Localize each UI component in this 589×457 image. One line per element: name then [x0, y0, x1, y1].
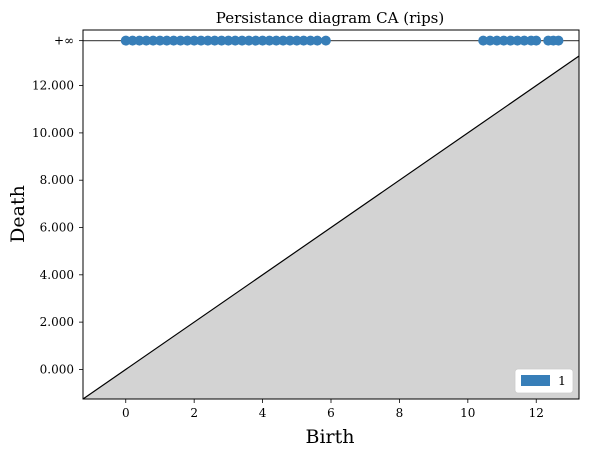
- data-point: [120, 35, 131, 46]
- data-point: [141, 35, 152, 46]
- data-point: [478, 35, 489, 46]
- y-tick-label: 2.000: [40, 315, 74, 329]
- data-point: [305, 35, 316, 46]
- x-tick-label: 4: [259, 406, 267, 420]
- diagonal-line: [82, 55, 580, 400]
- data-point: [230, 35, 241, 46]
- y-axis-ticks: 0.000 2.000 4.000 6.000 8.000 10.000 12.000: [32, 40, 83, 376]
- chart-title: Persistance diagram CA (rips): [216, 9, 444, 27]
- data-point: [154, 35, 165, 46]
- x-axis-label: Birth: [306, 426, 355, 448]
- data-point: [505, 35, 516, 46]
- data-point: [298, 35, 309, 46]
- legend-swatch: [521, 375, 550, 386]
- data-point: [209, 35, 220, 46]
- y-tick-label: 10.000: [32, 126, 74, 140]
- y-axis-label: Death: [7, 185, 29, 243]
- data-point: [312, 35, 323, 46]
- data-point: [127, 35, 138, 46]
- data-point: [284, 35, 295, 46]
- data-point: [168, 35, 179, 46]
- x-tick-label: 2: [190, 406, 198, 420]
- data-point: [243, 35, 254, 46]
- data-point: [553, 35, 564, 46]
- data-point: [237, 35, 248, 46]
- data-point: [216, 35, 227, 46]
- x-tick-label: 12: [529, 406, 544, 420]
- data-point: [196, 35, 207, 46]
- y-tick-label-infinity: +∞: [54, 34, 74, 48]
- y-tick-label: 6.000: [40, 221, 74, 235]
- x-axis-ticks: 0 2 4 6 8 10 12: [122, 399, 544, 420]
- data-point: [531, 35, 542, 46]
- data-point: [189, 35, 200, 46]
- legend: 1: [514, 368, 574, 394]
- data-point: [223, 35, 234, 46]
- data-point: [291, 35, 302, 46]
- data-point: [271, 35, 282, 46]
- data-point: [491, 35, 502, 46]
- data-point: [257, 35, 268, 46]
- data-points: [120, 35, 564, 46]
- data-point: [320, 35, 331, 46]
- data-point: [182, 35, 193, 46]
- data-point: [498, 35, 509, 46]
- data-point: [148, 35, 159, 46]
- data-point: [161, 35, 172, 46]
- y-tick-label: 4.000: [40, 268, 74, 282]
- data-point: [264, 35, 275, 46]
- x-tick-label: 10: [460, 406, 475, 420]
- x-tick-label: 6: [327, 406, 335, 420]
- legend-label: 1: [558, 373, 566, 388]
- data-point: [134, 35, 145, 46]
- plot-area: [82, 29, 580, 400]
- y-tick-label: 12.000: [32, 79, 74, 93]
- data-point: [512, 35, 523, 46]
- x-tick-label: 8: [396, 406, 404, 420]
- y-tick-label: 0.000: [40, 362, 74, 376]
- data-point: [519, 35, 530, 46]
- data-point: [278, 35, 289, 46]
- y-tick-label: 8.000: [40, 173, 74, 187]
- data-point: [202, 35, 213, 46]
- data-point: [175, 35, 186, 46]
- data-point: [250, 35, 261, 46]
- data-point: [485, 35, 496, 46]
- x-tick-label: 0: [122, 406, 130, 420]
